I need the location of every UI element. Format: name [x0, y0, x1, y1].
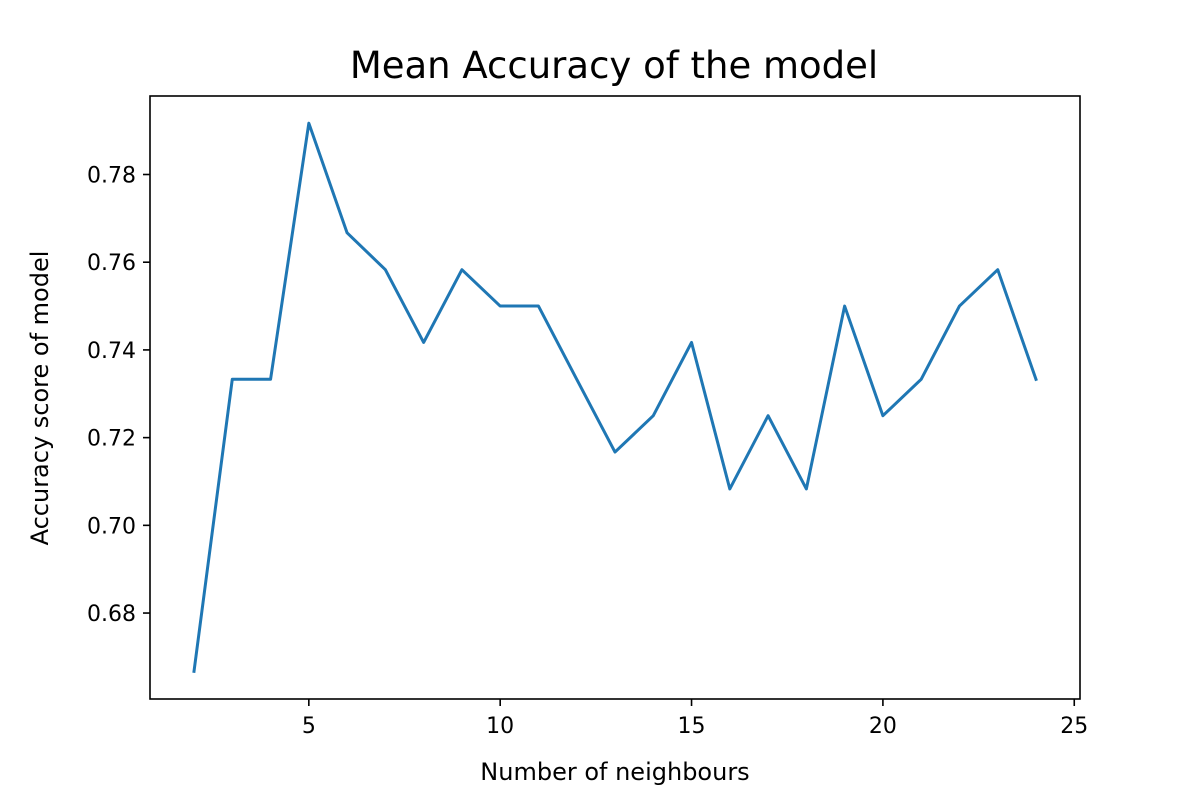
y-tick-label: 0.76	[87, 251, 136, 276]
y-axis-label: Accuracy score of model	[26, 251, 54, 546]
x-tick-label: 20	[869, 714, 897, 739]
x-tick-label: 15	[678, 714, 706, 739]
chart-title: Mean Accuracy of the model	[350, 44, 878, 87]
y-axis: 0.68 0.70 0.72 0.74 0.76 0.78	[87, 163, 150, 627]
x-axis-label: Number of neighbours	[480, 758, 749, 786]
series-line-0	[192, 121, 1038, 674]
y-tick-label: 0.68	[87, 602, 136, 627]
y-tick-label: 0.72	[87, 427, 136, 452]
y-tick-label: 0.78	[87, 163, 136, 188]
y-tick-label: 0.70	[87, 514, 136, 539]
x-tick-label: 10	[486, 714, 514, 739]
x-tick-label: 25	[1060, 714, 1088, 739]
y-tick-label: 0.74	[87, 339, 136, 364]
x-axis: 5 10 15 20 25	[302, 699, 1088, 739]
plot-area	[192, 121, 1038, 674]
x-tick-label: 5	[302, 714, 316, 739]
plot-frame	[149, 95, 1081, 700]
